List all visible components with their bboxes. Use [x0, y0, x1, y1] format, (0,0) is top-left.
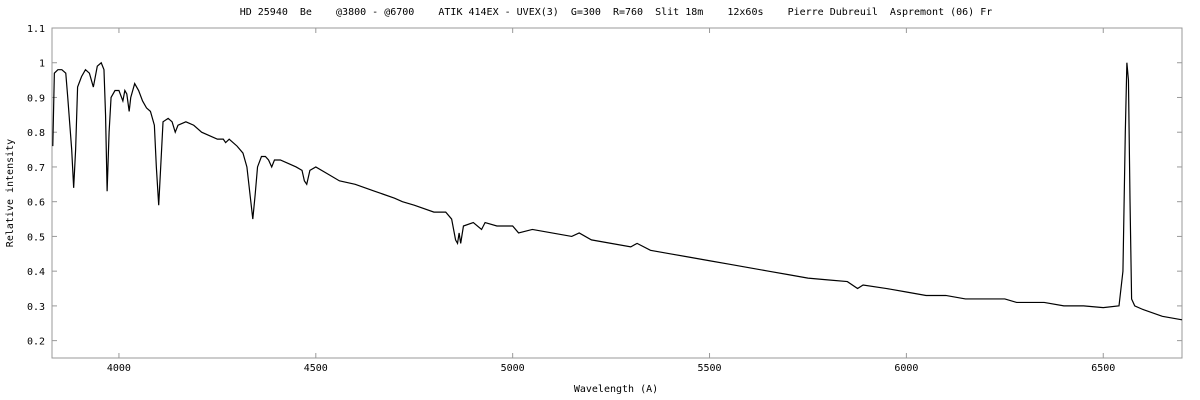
- x-tick-label: 5000: [501, 363, 525, 374]
- y-tick-label: 0.7: [27, 163, 45, 174]
- x-tick-label: 6500: [1091, 363, 1115, 374]
- x-tick-label: 5500: [697, 363, 721, 374]
- plot-frame: [51, 27, 1183, 359]
- y-tick-label: 0.5: [27, 232, 45, 243]
- chart-title: HD 25940 Be @3800 - @6700 ATIK 414EX - U…: [240, 7, 993, 18]
- x-tick-label: 4000: [107, 363, 131, 374]
- y-tick-label: 1: [39, 59, 45, 70]
- y-tick-label: 0.3: [27, 302, 45, 313]
- y-tick-label: 0.8: [27, 128, 45, 139]
- y-axis-label: Relative intensity: [5, 139, 16, 247]
- y-tick-label: 0.6: [27, 198, 45, 209]
- spectrum-line: [52, 61, 1183, 321]
- x-axis-label: Wavelength (A): [574, 384, 658, 395]
- y-tick-label: 0.9: [27, 93, 45, 104]
- x-tick-label: 4500: [304, 363, 328, 374]
- y-tick-label: 0.2: [27, 337, 45, 348]
- x-tick-label: 6000: [894, 363, 918, 374]
- y-tick-label: 1.1: [27, 24, 45, 35]
- y-tick-label: 0.4: [27, 267, 45, 278]
